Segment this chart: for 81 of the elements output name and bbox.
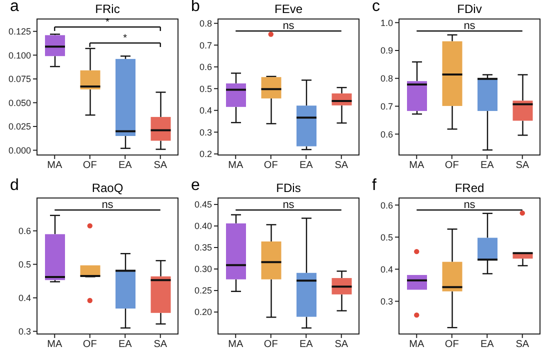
significance-bracket: *	[89, 33, 161, 47]
y-tick-label: 0.25	[194, 286, 212, 296]
y-tick-label: 0.8	[380, 74, 393, 84]
x-tick-label: MA	[228, 160, 244, 172]
annotation: ns	[282, 20, 295, 32]
x-tick-label: OF	[264, 339, 278, 350]
y-tick-label: 0.5	[199, 84, 212, 94]
x-tick-label: SA	[154, 339, 168, 350]
y-tick-label: 0.125	[8, 26, 31, 37]
y-tick-label: 0.100	[8, 50, 31, 60]
y-tick-label: 0.8	[199, 18, 212, 29]
x-tick-label: OF	[82, 339, 97, 350]
annotation: *	[106, 17, 110, 28]
y-tick-label: 0.45	[194, 200, 212, 210]
y-tick-label: 0.4	[18, 293, 31, 304]
significance-bracket: ns	[236, 199, 342, 211]
y-tick-label: 0.3	[18, 326, 31, 337]
text: d	[10, 177, 19, 195]
chart-title: FRic	[94, 2, 121, 16]
annotation: ns	[464, 199, 476, 211]
chart-title: FDis	[275, 181, 302, 195]
x-tick-label: OF	[444, 160, 459, 172]
x-tick-label: MA	[47, 339, 62, 350]
x-tick-label: SA	[516, 339, 530, 350]
y-tick-label: 0.3	[380, 296, 393, 306]
x-tick-label: OF	[82, 160, 97, 172]
y-tick-label: 0.4	[199, 106, 212, 116]
annotation: ns	[282, 199, 295, 211]
y-tick-label: 0.6	[380, 200, 393, 210]
x-tick-label: MA	[409, 339, 424, 350]
y-tick-label: 0.20	[194, 307, 212, 318]
text: e	[191, 177, 200, 195]
annotation: *	[123, 33, 128, 44]
x-tick-label: EA	[118, 160, 132, 172]
significance-bracket: ns	[416, 20, 522, 32]
y-tick-label: 0.6	[18, 226, 31, 236]
y-tick-label: 0.4	[380, 264, 393, 274]
y-tick-label: 0.3	[199, 127, 212, 138]
text: a	[10, 0, 19, 16]
x-tick-label: MA	[228, 339, 244, 350]
y-tick-label: 0.40	[194, 221, 212, 232]
y-tick-label: 1.0	[380, 18, 393, 28]
y-tick-label: 0.050	[8, 98, 31, 108]
chart-title: FRed	[454, 181, 486, 195]
y-tick-label: 0.6	[380, 129, 393, 140]
x-tick-label: MA	[47, 160, 62, 172]
y-tick-label: 0.5	[18, 260, 31, 270]
x-tick-label: SA	[334, 160, 348, 172]
x-tick-label: EA	[480, 160, 494, 172]
x-tick-label: OF	[264, 160, 278, 172]
x-tick-label: EA	[299, 339, 314, 350]
x-tick-label: EA	[299, 160, 314, 172]
annotation: ns	[464, 20, 476, 32]
y-tick-label: 0.35	[194, 242, 212, 253]
y-tick-label: 0.7	[380, 101, 393, 112]
significance-bracket: *	[54, 17, 161, 31]
y-tick-label: 0.30	[194, 264, 212, 274]
y-tick-label: 0.5	[380, 232, 393, 242]
y-tick-label: 0.000	[8, 145, 31, 156]
y-tick-label: 0.025	[8, 122, 31, 132]
y-tick-label: 0.9	[380, 46, 393, 56]
chart-title: FDiv	[456, 2, 483, 16]
chart-title: FEve	[273, 2, 304, 16]
y-tick-label: 0.2	[199, 149, 212, 160]
text: c	[372, 0, 380, 16]
x-tick-label: EA	[118, 339, 132, 350]
x-tick-label: SA	[334, 339, 348, 350]
y-tick-label: 0.6	[199, 62, 212, 72]
significance-bracket: ns	[236, 20, 342, 32]
chart-title: RaoQ	[90, 181, 124, 195]
y-tick-label: 0.075	[8, 74, 31, 84]
x-tick-label: SA	[516, 160, 530, 172]
annotation: ns	[102, 199, 114, 211]
x-tick-label: OF	[444, 339, 459, 350]
significance-bracket: ns	[416, 199, 522, 211]
significance-bracket: ns	[54, 199, 160, 211]
x-tick-label: MA	[409, 160, 424, 172]
x-tick-label: SA	[154, 160, 168, 172]
x-tick-label: EA	[480, 339, 494, 350]
text: f	[372, 177, 376, 195]
y-tick-label: 0.7	[199, 40, 212, 50]
